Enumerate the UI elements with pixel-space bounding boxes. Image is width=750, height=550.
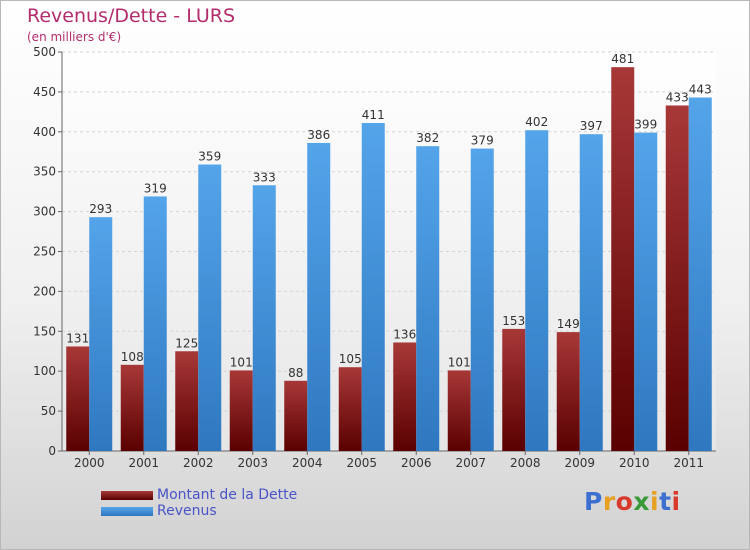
data-label-debt: 136 <box>393 327 416 341</box>
legend: Montant de la Dette Revenus <box>101 487 297 519</box>
bar-revenus <box>525 130 549 452</box>
bar-revenus <box>416 146 440 451</box>
data-label-debt: 101 <box>448 355 471 369</box>
data-label-debt: 125 <box>175 336 198 350</box>
x-tick-label: 2000 <box>74 456 105 470</box>
y-tick-label: 500 <box>33 45 56 59</box>
logo-letter: i <box>650 487 660 516</box>
data-label-revenus: 319 <box>144 181 167 195</box>
x-tick-label: 2004 <box>292 456 323 470</box>
legend-swatch-revenus <box>101 506 153 516</box>
legend-label-revenus: Revenus <box>157 503 217 519</box>
data-label-debt: 149 <box>557 317 580 331</box>
data-label-revenus: 397 <box>580 119 603 133</box>
bar-revenus <box>252 185 276 452</box>
data-label-revenus: 411 <box>362 108 385 122</box>
y-tick-label: 150 <box>33 324 56 338</box>
x-tick-label: 2007 <box>455 456 486 470</box>
data-label-debt: 101 <box>230 355 253 369</box>
y-tick-label: 200 <box>33 284 56 298</box>
data-label-debt: 433 <box>666 90 689 104</box>
bar-revenus <box>307 142 331 452</box>
legend-label-debt: Montant de la Dette <box>157 487 298 503</box>
bar-debt <box>393 342 417 451</box>
data-label-debt: 88 <box>288 366 303 380</box>
logo-letter: i <box>671 487 681 516</box>
bar-debt <box>175 351 199 451</box>
logo-letter: P <box>584 487 603 516</box>
bar-debt <box>284 380 308 451</box>
y-tick-label: 50 <box>41 404 56 418</box>
data-label-revenus: 443 <box>689 82 712 96</box>
x-tick-label: 2002 <box>183 456 214 470</box>
logo-letter: o <box>615 487 634 516</box>
x-tick-label: 2011 <box>673 456 704 470</box>
y-tick-label: 300 <box>33 205 56 219</box>
legend-item-revenus: Revenus <box>101 503 297 519</box>
bar-debt <box>120 364 144 451</box>
bar-debt <box>611 67 635 452</box>
data-label-debt: 131 <box>66 331 89 345</box>
y-tick-label: 0 <box>48 444 56 458</box>
y-tick-label: 450 <box>33 85 56 99</box>
logo-letter: x <box>633 487 650 516</box>
bar-revenus <box>143 196 167 451</box>
x-tick-label: 2001 <box>128 456 159 470</box>
bar-revenus <box>89 217 113 451</box>
logo-letter: t <box>659 487 672 516</box>
x-tick-label: 2010 <box>619 456 650 470</box>
y-tick-label: 350 <box>33 165 56 179</box>
y-tick-label: 400 <box>33 125 56 139</box>
legend-swatch-debt <box>101 490 153 500</box>
bar-debt <box>66 346 90 451</box>
data-label-revenus: 293 <box>89 202 112 216</box>
x-tick-label: 2009 <box>564 456 595 470</box>
data-label-debt: 108 <box>121 350 144 364</box>
data-label-revenus: 333 <box>253 170 276 184</box>
data-label-revenus: 386 <box>307 128 330 142</box>
x-tick-label: 2008 <box>510 456 541 470</box>
x-tick-label: 2003 <box>237 456 268 470</box>
y-tick-label: 100 <box>33 364 56 378</box>
y-tick-label: 250 <box>33 245 56 259</box>
bar-revenus <box>579 134 603 451</box>
data-label-debt: 481 <box>611 52 634 66</box>
x-tick-label: 2006 <box>401 456 432 470</box>
bar-debt <box>665 105 689 451</box>
data-label-revenus: 402 <box>525 115 548 129</box>
bar-debt <box>447 370 471 451</box>
bar-revenus <box>634 132 658 451</box>
proxiti-logo: Proxiti <box>584 487 681 516</box>
bar-revenus <box>470 148 494 452</box>
data-label-revenus: 382 <box>416 131 439 145</box>
data-label-revenus: 359 <box>198 150 221 164</box>
legend-item-debt: Montant de la Dette <box>101 487 297 503</box>
bar-debt <box>502 328 526 451</box>
chart-subtitle: (en milliers d'€) <box>27 30 122 44</box>
chart-title: Revenus/Dette - LURS <box>27 5 236 27</box>
data-label-revenus: 379 <box>471 134 494 148</box>
bar-revenus <box>361 123 385 451</box>
bar-revenus <box>198 164 222 451</box>
data-label-revenus: 399 <box>634 118 657 132</box>
bar-debt <box>556 332 580 451</box>
data-label-debt: 105 <box>339 352 362 366</box>
data-label-debt: 153 <box>502 314 525 328</box>
bar-revenus <box>688 97 712 452</box>
bar-debt <box>338 367 362 451</box>
logo-letter: r <box>602 487 616 516</box>
bar-debt <box>229 370 253 451</box>
x-tick-label: 2005 <box>346 456 377 470</box>
